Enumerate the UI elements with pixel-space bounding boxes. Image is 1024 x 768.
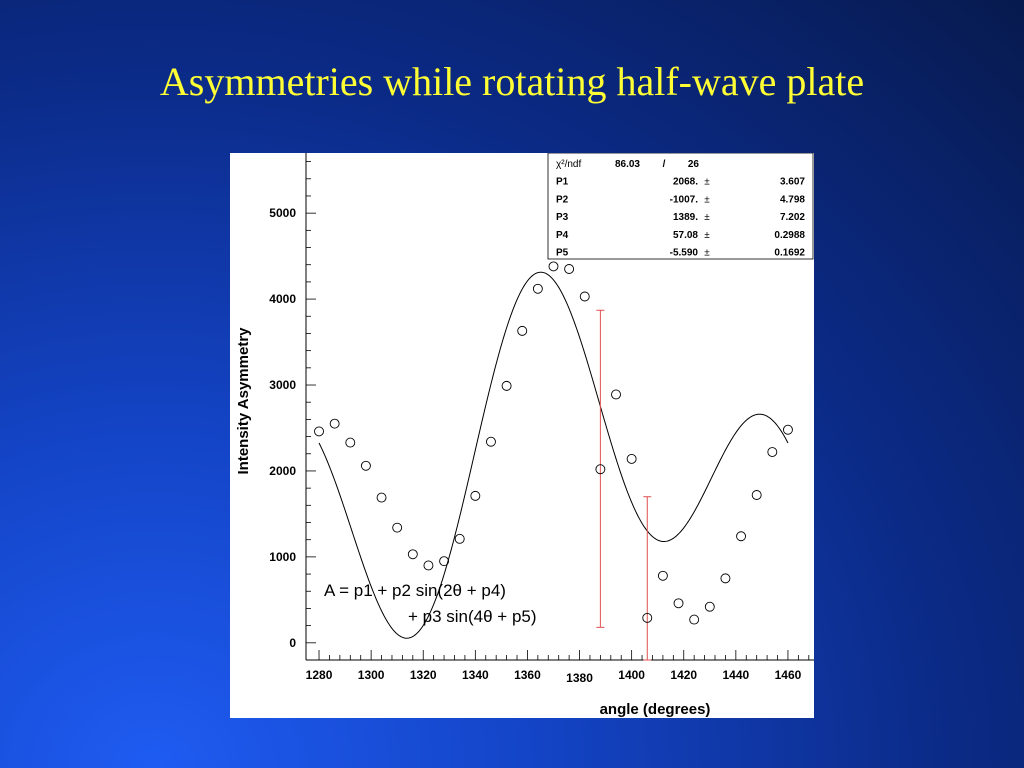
data-point [345, 437, 356, 448]
error-bars [596, 309, 652, 661]
stats-value: 86.03 [615, 159, 640, 170]
data-point [626, 453, 637, 464]
formula-line-2: + p3 sin(4θ + p5) [408, 607, 537, 626]
data-point [579, 291, 590, 302]
x-tick-label: 1280 [306, 668, 333, 682]
fit-layer [318, 271, 789, 639]
data-point [595, 464, 606, 475]
chart-svg: 0 1000 2000 3000 4000 5000 1280 1300 1320 1340 13… [235, 153, 814, 718]
formula-line-1: A = p1 + p2 sin(2θ + p4) [324, 581, 506, 600]
stats-separator: ± [704, 177, 710, 188]
stats-box: χ²/ndf 86.03 / 26 P1 2068. ±3.607 P2 -1007. ±4.79… [547, 153, 814, 260]
stats-error: 0.2988 [774, 230, 805, 241]
x-tick-label: 1300 [358, 668, 385, 682]
x-tick-label: 1440 [722, 668, 749, 682]
fit-curve [318, 271, 789, 639]
data-points [314, 261, 793, 625]
plot-panel: 0 1000 2000 3000 4000 5000 1280 1300 1320 1340 13… [230, 153, 814, 718]
data-point [564, 264, 575, 274]
stats-separator: ± [704, 248, 710, 259]
data-point [657, 570, 668, 581]
data-point [704, 601, 715, 612]
data-point [314, 426, 324, 437]
y-tick-label: 0 [289, 636, 296, 650]
data-point [532, 283, 543, 294]
data-point [689, 614, 700, 625]
stats-rows: χ²/ndf 86.03 / 26 P1 2068. ±3.607 P2 -1007. ±4.79… [556, 159, 805, 259]
data-point [642, 612, 653, 623]
stats-value: 57.08 [673, 230, 698, 241]
stats-separator: ± [704, 194, 710, 205]
x-ticks: 1280 1300 1320 1340 1360 1380 1400 1420 1440 1460 [306, 650, 810, 685]
stats-value: 1389. [673, 212, 698, 223]
data-point [423, 560, 434, 571]
y-tick-label: 1000 [269, 550, 296, 564]
stats-label: χ²/ndf [556, 159, 581, 170]
data-point [407, 549, 418, 560]
x-tick-label: 1320 [410, 668, 437, 682]
data-point [470, 490, 481, 501]
slide-title: Asymmetries while rotating half-wave pla… [159, 59, 865, 104]
stats-label: P4 [556, 230, 569, 241]
stats-error: 7.202 [780, 212, 805, 223]
data-point [782, 424, 793, 435]
stats-error: 0.1692 [774, 248, 805, 259]
data-point [486, 436, 496, 447]
y-axis-title: Intensity Asymmetry [235, 327, 252, 475]
data-point [360, 460, 371, 471]
y-ticks: 0 1000 2000 3000 4000 5000 [269, 161, 316, 650]
data-point [767, 447, 778, 457]
y-tick-label: 3000 [269, 378, 296, 392]
data-point [376, 492, 387, 503]
stats-label: P3 [556, 212, 569, 223]
x-tick-label: 1460 [775, 668, 802, 682]
x-axis-title: angle (degrees) [600, 701, 711, 718]
data-point [736, 531, 747, 542]
stats-label: P5 [556, 248, 569, 259]
stats-value: -1007. [670, 194, 699, 205]
data-point [392, 522, 403, 533]
x-tick-label: 1420 [670, 668, 697, 682]
y-tick-label: 4000 [269, 292, 296, 306]
data-point [454, 533, 465, 544]
x-tick-label: 1360 [514, 668, 541, 682]
stats-error: 4.798 [780, 194, 805, 205]
stats-separator: / [663, 159, 666, 170]
data-point [329, 418, 340, 429]
y-tick-label: 2000 [269, 464, 296, 478]
stats-label: P1 [556, 177, 569, 188]
stats-box-frame [547, 153, 814, 260]
y-tick-label: 5000 [269, 206, 296, 220]
stats-separator: ± [704, 212, 710, 223]
stats-value: -5.590 [670, 248, 699, 259]
stats-error: 3.607 [780, 177, 805, 188]
data-point [611, 389, 621, 400]
stats-separator: ± [704, 230, 710, 241]
x-tick-label: 1400 [618, 668, 645, 682]
stats-label: P2 [556, 194, 569, 205]
data-point [720, 573, 731, 584]
data-point [501, 380, 512, 391]
data-point [517, 325, 528, 336]
x-tick-label: 1380 [566, 671, 593, 685]
x-tick-label: 1340 [462, 668, 489, 682]
stats-error: 26 [688, 159, 700, 170]
data-point [548, 261, 559, 272]
data-point [751, 490, 762, 500]
data-point [439, 556, 450, 567]
data-point [673, 598, 684, 609]
stats-value: 2068. [673, 177, 698, 188]
